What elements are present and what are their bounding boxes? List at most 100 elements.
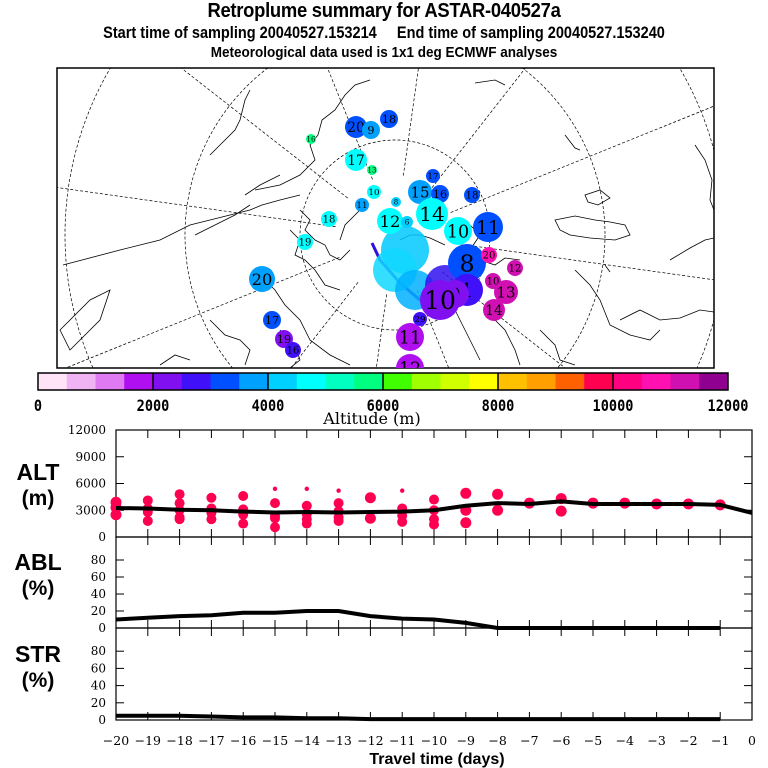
cluster-altitude-dot xyxy=(397,516,408,527)
y-tick-label: 60 xyxy=(91,661,106,675)
y-tick-label: 12000 xyxy=(68,423,106,437)
cluster-bubble xyxy=(297,234,313,250)
panel-alt: 0 3000 6000 9000 12000 ALT(m) xyxy=(16,423,753,544)
abl-line xyxy=(115,609,721,630)
cluster-altitude-dot xyxy=(238,518,249,529)
cluster-altitude-dot xyxy=(142,495,153,506)
cluster-day-label: 16 xyxy=(307,135,316,143)
cluster-altitude-dot xyxy=(460,487,472,499)
cluster-bubble xyxy=(380,110,398,128)
cluster-bubble xyxy=(473,212,503,242)
y-tick-label: 0 xyxy=(98,621,106,635)
cluster-altitude-dot xyxy=(304,486,309,492)
x-tick-label: −20 xyxy=(103,733,129,748)
cluster-bubble xyxy=(367,165,377,175)
colorbar-swatch xyxy=(296,373,326,390)
cluster-marker: 8 xyxy=(391,197,401,207)
cluster-day-label: 12 xyxy=(399,359,421,379)
cluster-day-label: 17 xyxy=(427,172,438,182)
colorbar-tick-label: 2000 xyxy=(137,397,170,415)
cluster-bubble xyxy=(408,180,432,204)
cluster-altitude-dot xyxy=(174,489,185,500)
cluster-marker: 17 xyxy=(345,149,367,171)
cluster-bubble xyxy=(413,312,427,326)
meridian-line xyxy=(180,68,348,199)
cluster-marker: 10 xyxy=(367,185,381,199)
panel-frame xyxy=(115,627,753,721)
y-tick-label: 20 xyxy=(91,604,106,618)
cluster-marker: 10 xyxy=(444,217,472,245)
cluster-day-label: 12 xyxy=(380,212,401,231)
y-tick-label: 3000 xyxy=(75,503,106,517)
colorbar-swatch xyxy=(526,373,556,390)
cluster-altitude-dot xyxy=(270,498,280,509)
cluster-day-label: 13 xyxy=(496,283,515,301)
cluster-altitude-dot xyxy=(364,512,376,524)
colorbar-swatch xyxy=(181,373,211,390)
panel-unit: (%) xyxy=(22,577,55,600)
x-tick-label: −1 xyxy=(711,733,729,748)
cluster-altitude-dot xyxy=(492,488,504,500)
cluster-marker: 20 xyxy=(481,247,497,263)
cluster-altitude-dot xyxy=(206,514,217,525)
cluster-altitude-dot xyxy=(333,515,344,526)
cluster-marker: 12 xyxy=(396,354,424,379)
x-tick-label: −12 xyxy=(357,733,383,748)
cluster-marker: 29 xyxy=(413,312,427,326)
y-tick-label: 9000 xyxy=(75,450,106,464)
cluster-bubble xyxy=(306,134,316,144)
cluster-marker: 19 xyxy=(297,234,313,250)
cluster-day-label: 11 xyxy=(399,328,421,348)
x-tick-label: −18 xyxy=(166,733,192,748)
colorbar-swatch xyxy=(699,373,729,390)
cluster-bubble xyxy=(345,116,367,138)
colorbar-swatch xyxy=(153,373,183,390)
panel-str: 0 20 40 60 80 STR(%) xyxy=(15,627,753,727)
cluster-day-label: 20 xyxy=(483,251,496,262)
cluster-day-label: 17 xyxy=(265,314,279,327)
cluster-altitude-dot xyxy=(206,492,217,503)
y-tick-label: 80 xyxy=(91,553,106,567)
colorbar-label: Altitude (m) xyxy=(322,409,420,428)
cluster-marker: 10 xyxy=(420,280,460,320)
meridian-line xyxy=(431,68,526,188)
panel-label: ABL xyxy=(14,549,61,575)
cluster-marker: 16 xyxy=(306,134,316,144)
cluster-marker: 13 xyxy=(494,280,518,304)
cluster-altitude-dot xyxy=(142,515,153,526)
x-tick-label: −5 xyxy=(584,733,602,748)
cluster-bubble xyxy=(481,247,497,263)
cluster-marker: 20 xyxy=(345,116,367,138)
cluster-bubble xyxy=(494,280,518,304)
cluster-day-label: 14 xyxy=(419,202,444,226)
latitude-circle xyxy=(64,68,714,368)
cluster-marker: 8 xyxy=(448,244,486,282)
colorbar-swatch xyxy=(268,373,298,390)
cluster-altitude-dot xyxy=(238,490,249,501)
cluster-altitude-dot xyxy=(333,498,344,509)
colorbar-swatch xyxy=(124,373,154,390)
colorbar-tick-label: 12000 xyxy=(708,397,749,415)
mean-altitude-line xyxy=(115,499,753,515)
colorbar-swatch xyxy=(38,373,68,390)
panel-unit: (%) xyxy=(22,669,55,692)
cluster-bubble xyxy=(416,198,448,230)
colorbar-swatch xyxy=(411,373,441,390)
cluster-marker: 15 xyxy=(408,180,432,204)
cluster-bubble xyxy=(483,299,505,321)
cluster-bubble xyxy=(444,217,472,245)
cluster-bubble xyxy=(464,187,480,203)
panel-abl: 0 20 40 60 80 ABL(%) xyxy=(14,536,753,635)
cluster-marker: 9 xyxy=(362,121,380,139)
x-tick-label: −3 xyxy=(647,733,665,748)
x-axis-label: Travel time (days) xyxy=(369,751,504,768)
cluster-bubble xyxy=(345,149,367,171)
cluster-bubble xyxy=(355,198,369,212)
colorbar-swatch xyxy=(670,373,700,390)
x-tick-label: −6 xyxy=(552,733,570,748)
meridian-line xyxy=(442,271,566,368)
y-tick-label: 40 xyxy=(91,587,106,601)
cluster-marker: 20 xyxy=(249,266,275,292)
cluster-marker: 14 xyxy=(483,299,505,321)
